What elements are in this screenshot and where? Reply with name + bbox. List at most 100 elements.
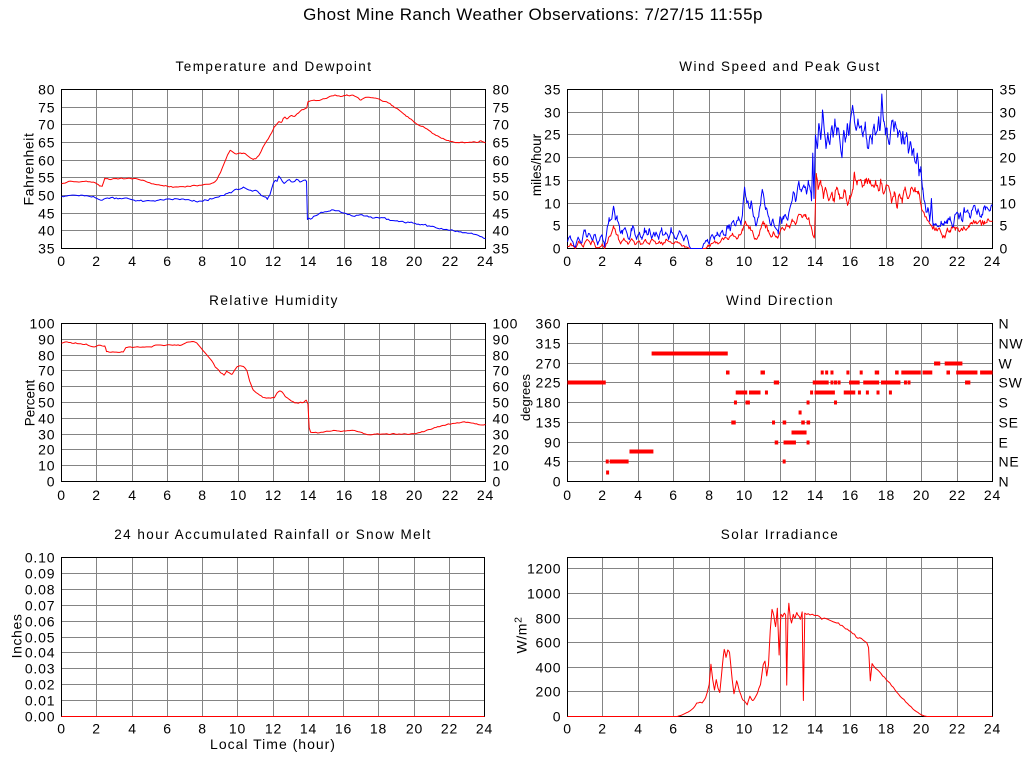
svg-text:22: 22 bbox=[949, 253, 966, 269]
svg-text:200: 200 bbox=[536, 683, 562, 699]
svg-text:60: 60 bbox=[493, 378, 510, 394]
svg-text:10: 10 bbox=[38, 457, 55, 473]
svg-text:0.08: 0.08 bbox=[25, 581, 55, 597]
svg-text:225: 225 bbox=[536, 374, 562, 390]
svg-text:25: 25 bbox=[1000, 126, 1017, 142]
svg-text:Temperature and Dewpoint: Temperature and Dewpoint bbox=[176, 59, 373, 74]
svg-text:10: 10 bbox=[1000, 195, 1017, 211]
svg-text:0.01: 0.01 bbox=[25, 692, 55, 708]
svg-text:55: 55 bbox=[38, 169, 55, 185]
svg-text:W/m2: W/m2 bbox=[513, 616, 530, 653]
svg-text:0.09: 0.09 bbox=[25, 565, 55, 581]
svg-text:70: 70 bbox=[493, 116, 510, 132]
svg-text:12: 12 bbox=[265, 253, 282, 269]
svg-text:18: 18 bbox=[371, 487, 388, 503]
svg-text:0.04: 0.04 bbox=[25, 644, 55, 660]
svg-text:6: 6 bbox=[669, 253, 678, 269]
svg-text:16: 16 bbox=[336, 487, 353, 503]
svg-text:miles/hour: miles/hour bbox=[529, 133, 544, 196]
svg-text:60: 60 bbox=[38, 378, 55, 394]
svg-text:8: 8 bbox=[705, 721, 714, 737]
svg-text:10: 10 bbox=[736, 721, 753, 737]
svg-text:50: 50 bbox=[493, 394, 510, 410]
svg-text:1000: 1000 bbox=[527, 585, 561, 601]
svg-text:24 hour Accumulated Rainfall o: 24 hour Accumulated Rainfall or Snow Mel… bbox=[114, 527, 432, 542]
svg-text:18: 18 bbox=[878, 721, 895, 737]
svg-text:5: 5 bbox=[553, 217, 562, 233]
svg-text:10: 10 bbox=[544, 195, 561, 211]
svg-text:90: 90 bbox=[493, 331, 510, 347]
svg-text:14: 14 bbox=[807, 487, 824, 503]
svg-text:1200: 1200 bbox=[527, 560, 561, 576]
svg-text:100: 100 bbox=[30, 315, 56, 331]
svg-text:12: 12 bbox=[265, 721, 282, 737]
svg-text:2: 2 bbox=[92, 721, 101, 737]
svg-text:22: 22 bbox=[949, 721, 966, 737]
svg-text:SE: SE bbox=[999, 414, 1019, 430]
svg-text:2: 2 bbox=[92, 253, 101, 269]
svg-text:4: 4 bbox=[128, 721, 137, 737]
svg-text:Ghost Mine Ranch Weather Obser: Ghost Mine Ranch Weather Observations: 7… bbox=[303, 5, 763, 24]
svg-text:6: 6 bbox=[163, 721, 172, 737]
svg-text:22: 22 bbox=[442, 253, 459, 269]
svg-text:2: 2 bbox=[598, 253, 607, 269]
svg-text:400: 400 bbox=[536, 659, 562, 675]
svg-text:4: 4 bbox=[634, 253, 643, 269]
svg-text:20: 20 bbox=[544, 149, 561, 165]
svg-text:0: 0 bbox=[553, 473, 562, 489]
svg-text:0.02: 0.02 bbox=[25, 676, 55, 692]
svg-text:10: 10 bbox=[736, 487, 753, 503]
svg-text:30: 30 bbox=[493, 426, 510, 442]
svg-text:70: 70 bbox=[493, 362, 510, 378]
svg-text:2: 2 bbox=[598, 487, 607, 503]
svg-text:135: 135 bbox=[536, 414, 562, 430]
svg-text:5: 5 bbox=[1000, 217, 1009, 233]
svg-text:65: 65 bbox=[38, 134, 55, 150]
svg-text:16: 16 bbox=[842, 487, 859, 503]
svg-text:6: 6 bbox=[163, 253, 172, 269]
svg-text:80: 80 bbox=[38, 81, 55, 97]
svg-text:16: 16 bbox=[842, 721, 859, 737]
svg-text:N: N bbox=[999, 473, 1010, 489]
svg-text:0.03: 0.03 bbox=[25, 660, 55, 676]
svg-text:16: 16 bbox=[842, 253, 859, 269]
svg-text:24: 24 bbox=[477, 487, 494, 503]
svg-text:16: 16 bbox=[335, 721, 352, 737]
svg-text:S: S bbox=[999, 394, 1009, 410]
svg-text:24: 24 bbox=[984, 253, 1001, 269]
svg-text:12: 12 bbox=[772, 487, 789, 503]
svg-text:2: 2 bbox=[92, 487, 101, 503]
svg-text:22: 22 bbox=[949, 487, 966, 503]
svg-text:0: 0 bbox=[563, 721, 572, 737]
svg-text:35: 35 bbox=[544, 81, 561, 97]
svg-text:N: N bbox=[999, 315, 1010, 331]
svg-text:20: 20 bbox=[1000, 149, 1017, 165]
svg-text:20: 20 bbox=[406, 721, 423, 737]
svg-text:35: 35 bbox=[1000, 81, 1017, 97]
svg-text:14: 14 bbox=[807, 253, 824, 269]
svg-text:40: 40 bbox=[38, 410, 55, 426]
svg-text:24: 24 bbox=[984, 487, 1001, 503]
svg-text:100: 100 bbox=[493, 315, 519, 331]
svg-text:8: 8 bbox=[705, 487, 714, 503]
svg-text:20: 20 bbox=[913, 253, 930, 269]
svg-text:90: 90 bbox=[544, 434, 561, 450]
svg-text:75: 75 bbox=[38, 99, 55, 115]
svg-text:40: 40 bbox=[493, 410, 510, 426]
svg-text:0.07: 0.07 bbox=[25, 597, 55, 613]
svg-text:18: 18 bbox=[878, 253, 895, 269]
svg-text:4: 4 bbox=[634, 487, 643, 503]
svg-text:22: 22 bbox=[441, 721, 458, 737]
svg-text:20: 20 bbox=[913, 487, 930, 503]
svg-text:E: E bbox=[999, 434, 1009, 450]
svg-text:8: 8 bbox=[705, 253, 714, 269]
svg-text:0: 0 bbox=[57, 253, 66, 269]
svg-text:35: 35 bbox=[493, 240, 510, 256]
svg-text:75: 75 bbox=[493, 99, 510, 115]
svg-text:6: 6 bbox=[669, 721, 678, 737]
svg-text:0.00: 0.00 bbox=[25, 708, 55, 724]
svg-text:4: 4 bbox=[128, 253, 137, 269]
svg-text:14: 14 bbox=[300, 487, 317, 503]
svg-text:20: 20 bbox=[38, 441, 55, 457]
svg-text:360: 360 bbox=[536, 315, 562, 331]
